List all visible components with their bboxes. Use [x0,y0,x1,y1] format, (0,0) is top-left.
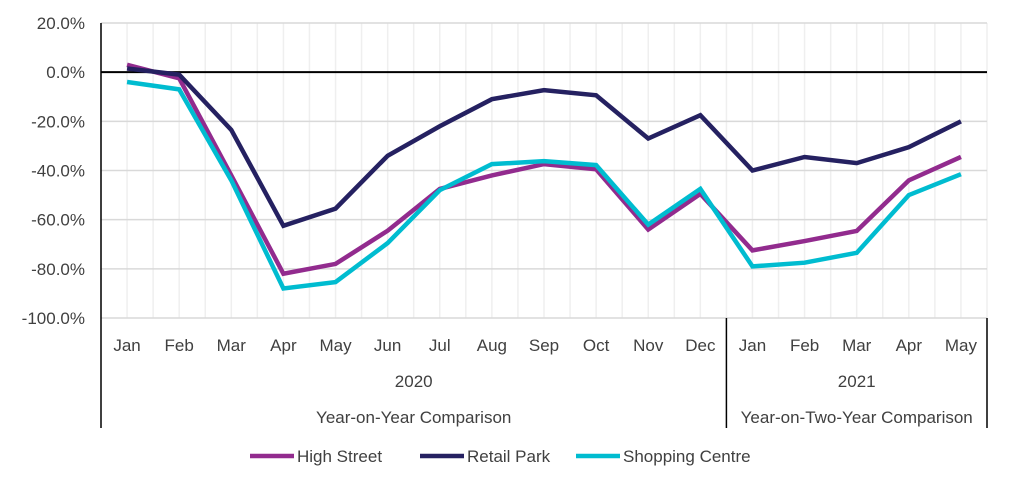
x-tick-label: Feb [790,336,819,355]
legend-label: Retail Park [467,447,551,466]
x-tick-label: May [945,336,978,355]
x-tick-label: Nov [633,336,664,355]
x-tick-label: Apr [270,336,297,355]
x-tick-label: Mar [217,336,247,355]
x-tick-label: Sep [529,336,559,355]
y-tick-label: -100.0% [22,309,85,328]
legend-label: High Street [297,447,382,466]
x-tick-label: Feb [165,336,194,355]
group-year-label: 2020 [395,372,433,391]
x-tick-label: Dec [685,336,716,355]
y-tick-label: 0.0% [46,63,85,82]
x-tick-label: Jun [374,336,401,355]
series-line-high-street [126,62,962,277]
series-line-retail-park [126,66,962,229]
x-tick-label: Mar [842,336,872,355]
y-tick-label: -60.0% [31,211,85,230]
legend-label: Shopping Centre [623,447,751,466]
y-tick-label: -80.0% [31,260,85,279]
x-tick-label: Jan [739,336,766,355]
x-tick-label: Apr [896,336,923,355]
group-comparison-label: Year-on-Two-Year Comparison [741,408,973,427]
x-tick-label: Jan [113,336,140,355]
group-comparison-label: Year-on-Year Comparison [316,408,511,427]
y-tick-label: -40.0% [31,162,85,181]
x-tick-label: Jul [429,336,451,355]
y-tick-label: 20.0% [37,14,85,33]
group-year-label: 2021 [838,372,876,391]
x-tick-label: Oct [583,336,610,355]
y-tick-label: -20.0% [31,112,85,131]
x-tick-label: May [319,336,352,355]
x-tick-label: Aug [477,336,507,355]
series-line-shopping-centre [126,79,962,291]
